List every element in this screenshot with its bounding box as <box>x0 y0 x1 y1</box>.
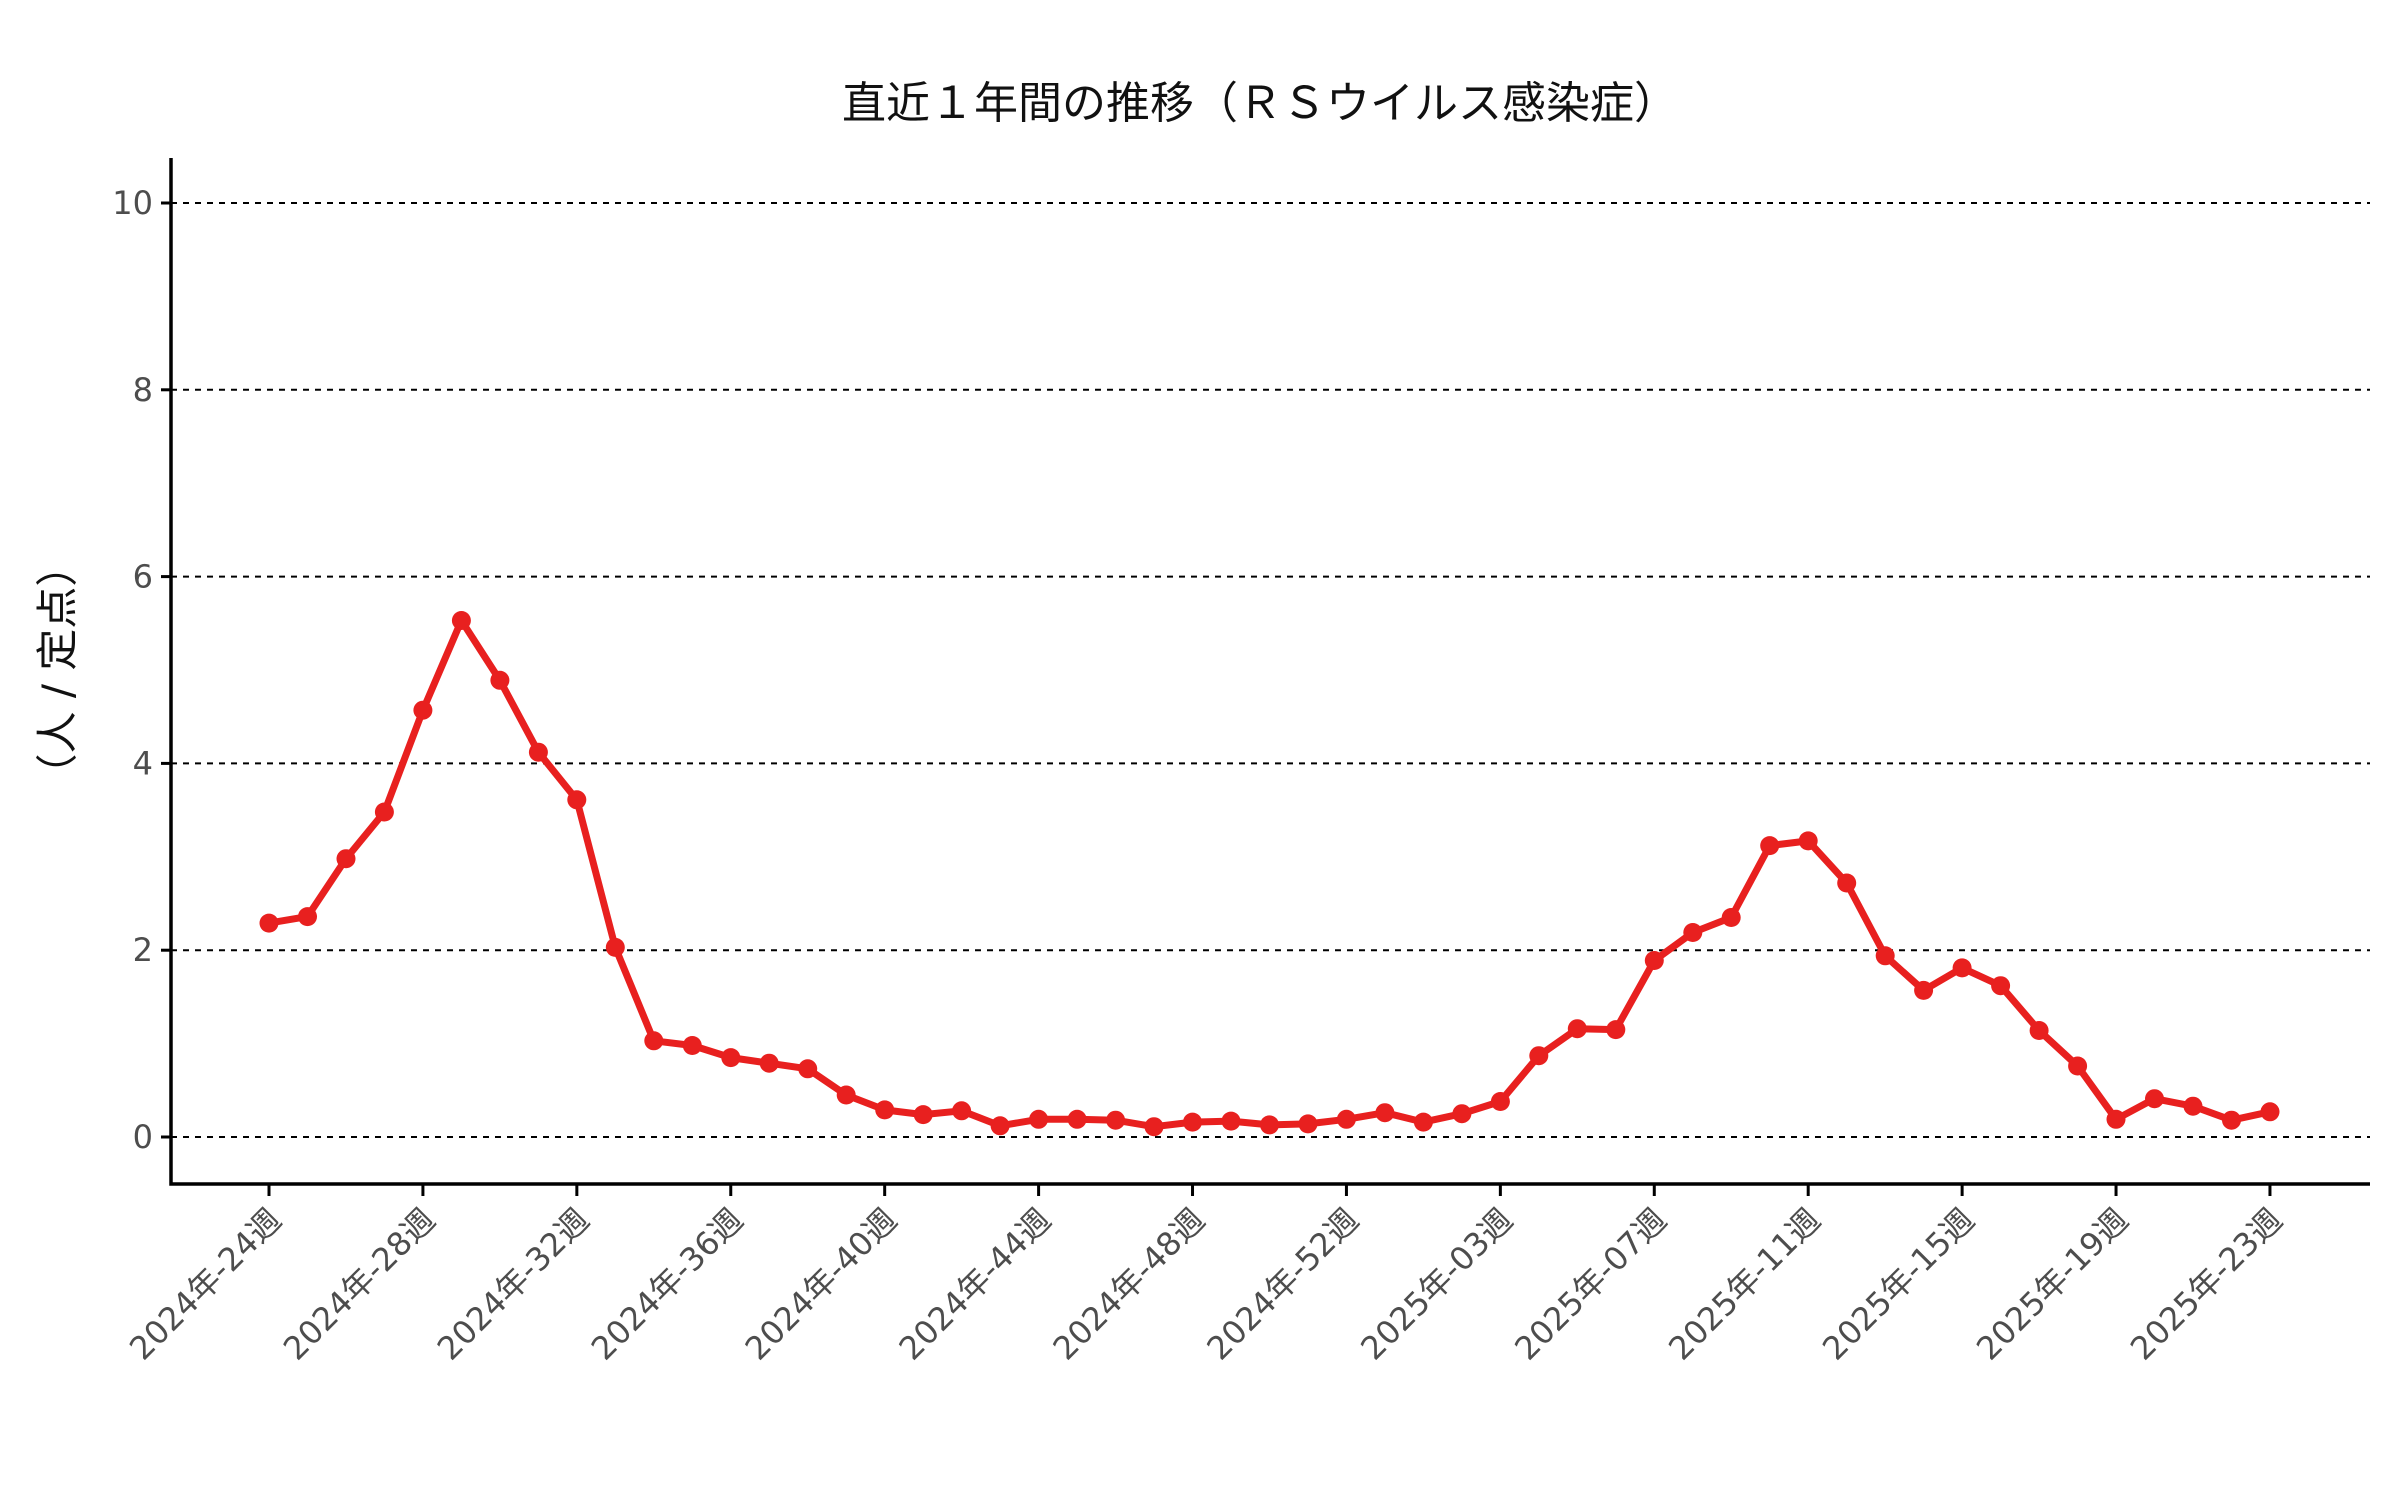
data-point <box>1336 1109 1356 1129</box>
x-tick-label: 2025年-15週 <box>1815 1201 1982 1368</box>
data-point <box>1760 836 1780 856</box>
data-point <box>336 849 356 869</box>
data-point <box>1991 976 2011 996</box>
data-point <box>413 700 433 720</box>
x-tick-label: 2024年-44週 <box>892 1201 1059 1368</box>
x-tick-label: 2024年-52週 <box>1199 1201 1366 1368</box>
data-point <box>1606 1020 1626 1040</box>
data-point <box>798 1059 818 1079</box>
data-point <box>259 913 279 933</box>
data-point <box>990 1116 1010 1136</box>
x-tick-label: 2024年-36週 <box>584 1201 751 1368</box>
data-point <box>1029 1109 1049 1129</box>
data-point <box>1413 1112 1433 1132</box>
y-axis-title: （人 / 定点） <box>33 545 82 796</box>
data-point <box>1683 923 1703 942</box>
data-point <box>1298 1114 1318 1134</box>
data-point <box>952 1101 972 1121</box>
data-point <box>2106 1109 2126 1129</box>
chart-title: 直近１年間の推移（ＲＳウイルス感染症） <box>842 78 1678 129</box>
data-point <box>836 1085 856 1105</box>
data-point <box>1875 946 1895 966</box>
data-point <box>1952 958 1972 978</box>
data-point <box>875 1100 895 1120</box>
grid-lines <box>171 202 2370 1138</box>
x-tick-label: 2024年-48週 <box>1045 1201 1212 1368</box>
data-point <box>1837 873 1857 893</box>
data-point <box>2068 1056 2088 1076</box>
axes <box>169 158 2370 1186</box>
data-point <box>1452 1104 1472 1124</box>
x-tick-label: 2024年-28週 <box>276 1201 443 1368</box>
data-point <box>1106 1110 1126 1130</box>
data-point <box>1721 908 1741 927</box>
data-point <box>451 611 471 630</box>
data-point <box>1644 951 1664 970</box>
data-point <box>490 670 510 690</box>
x-tick-label: 2025年-11週 <box>1661 1201 1828 1368</box>
data-point <box>1067 1109 1087 1129</box>
y-axis-title-text: （人 / 定点） <box>33 545 82 796</box>
data-point <box>605 937 625 957</box>
data-point <box>2222 1110 2241 1130</box>
data-point <box>721 1048 741 1068</box>
y-tick-label: 6 <box>133 558 153 596</box>
data-point <box>1221 1111 1241 1131</box>
y-tick-label: 0 <box>133 1118 153 1156</box>
x-tick-label: 2024年-32週 <box>430 1201 597 1368</box>
data-point <box>913 1105 933 1125</box>
data-point <box>528 742 548 762</box>
x-tick-label: 2025年-19週 <box>1969 1201 2136 1368</box>
x-axis-ticks: 2024年-24週2024年-28週2024年-32週2024年-36週2024… <box>122 1184 2290 1367</box>
data-point <box>2029 1021 2049 1040</box>
data-point <box>1567 1019 1587 1039</box>
x-tick-label: 2025年-23週 <box>2123 1201 2290 1368</box>
series-line <box>265 617 2274 1131</box>
data-point <box>682 1036 702 1055</box>
data-point <box>2145 1089 2164 1109</box>
x-tick-label: 2024年-24週 <box>122 1201 289 1368</box>
data-point <box>1144 1117 1164 1137</box>
axis-line <box>169 158 2370 1186</box>
data-point <box>1529 1046 1549 1066</box>
y-tick-label: 2 <box>133 931 153 969</box>
y-tick-label: 10 <box>112 184 153 222</box>
data-series <box>259 611 2280 1137</box>
data-point <box>1375 1103 1395 1123</box>
x-tick-label: 2025年-07週 <box>1507 1201 1674 1368</box>
data-point <box>1183 1112 1202 1132</box>
x-tick-label: 2024年-40週 <box>738 1201 905 1368</box>
y-tick-label: 4 <box>133 744 153 782</box>
y-tick-label: 8 <box>133 371 153 409</box>
data-point <box>644 1031 664 1051</box>
x-tick-label: 2025年-03週 <box>1353 1201 1520 1368</box>
data-point <box>1490 1092 1510 1111</box>
data-point <box>1914 980 1934 1000</box>
data-point <box>1260 1115 1279 1135</box>
data-point <box>298 907 317 927</box>
data-point <box>374 802 394 822</box>
data-point <box>759 1053 779 1073</box>
data-point <box>2260 1102 2280 1122</box>
data-point <box>567 790 587 810</box>
y-axis-ticks: 0 2 4 6 8 10 <box>112 184 171 1156</box>
data-point <box>1798 831 1818 851</box>
data-point <box>2183 1096 2203 1116</box>
